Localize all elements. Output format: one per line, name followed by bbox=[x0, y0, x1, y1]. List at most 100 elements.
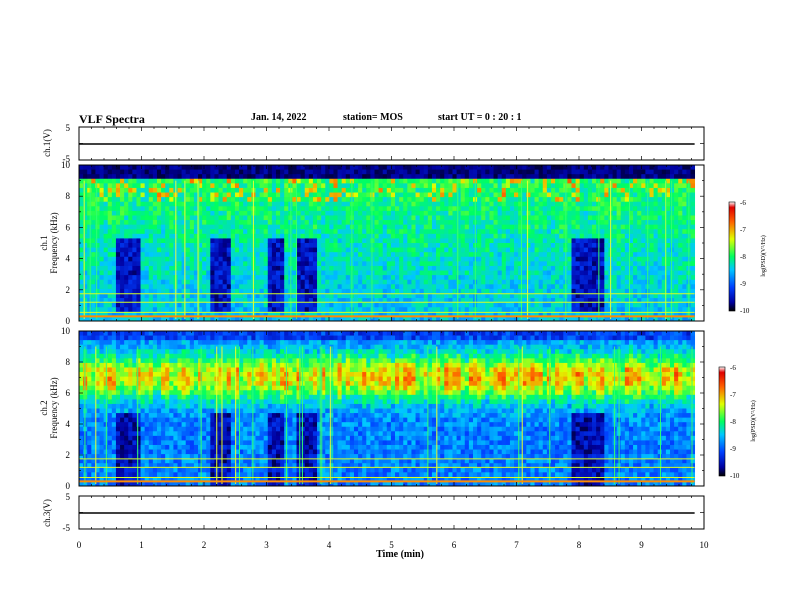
spectrogram-cell bbox=[276, 165, 281, 170]
spectrogram-cell bbox=[128, 229, 133, 235]
spectrogram-cell bbox=[103, 229, 109, 235]
spectrogram-cell bbox=[464, 261, 470, 267]
spectrogram-cell bbox=[206, 178, 211, 184]
spectrogram-cell bbox=[534, 233, 540, 239]
spectrogram-cell bbox=[382, 293, 388, 299]
spectrogram-cell bbox=[452, 265, 457, 271]
spectrogram-cell bbox=[276, 183, 281, 189]
spectrogram-cell bbox=[436, 215, 441, 221]
spectrogram-cell bbox=[411, 220, 416, 226]
spectrogram-cell bbox=[280, 307, 285, 313]
spectrogram-cell bbox=[79, 169, 84, 175]
spectrogram-cell bbox=[181, 220, 187, 226]
spectrogram-cell bbox=[271, 174, 277, 180]
spectrogram-cell bbox=[423, 279, 429, 285]
spectrogram-cell bbox=[341, 201, 347, 207]
spectrogram-cell bbox=[226, 311, 232, 317]
spectrogram-cell bbox=[415, 215, 421, 221]
spectrogram-cell bbox=[206, 316, 211, 322]
spectrogram-cell bbox=[218, 247, 224, 253]
spectrogram-cell bbox=[230, 192, 236, 198]
spectrogram-cell bbox=[497, 302, 503, 308]
spectrogram-cell bbox=[132, 224, 137, 230]
spectrogram-cell bbox=[444, 178, 449, 184]
spectrogram-cell bbox=[575, 197, 581, 203]
spectrogram-cell bbox=[296, 261, 302, 267]
spectrogram-cell bbox=[115, 174, 121, 180]
spectrogram-cell bbox=[165, 288, 170, 294]
spectrogram-cell bbox=[464, 187, 470, 193]
spectrogram-cell bbox=[579, 206, 585, 212]
spectrogram-cell bbox=[128, 210, 133, 216]
spectrogram-cell bbox=[210, 233, 215, 239]
spectrogram-cell bbox=[419, 256, 425, 262]
spectrogram-cell bbox=[522, 288, 527, 294]
spectrogram-cell bbox=[657, 261, 663, 267]
spectrogram-cell bbox=[620, 238, 626, 244]
spectrogram-cell bbox=[193, 220, 199, 226]
spectrogram-cell bbox=[152, 187, 158, 193]
spectrogram-cell bbox=[489, 243, 494, 248]
spectrogram-cell bbox=[641, 265, 646, 271]
spectrogram-cell bbox=[493, 197, 499, 203]
spectrogram-cell bbox=[497, 307, 503, 313]
spectrogram-cell bbox=[185, 201, 191, 207]
spectrogram-cell bbox=[115, 302, 121, 308]
spectrogram-cell bbox=[103, 311, 109, 317]
spectrogram-cell bbox=[485, 265, 490, 271]
spectrogram-cell bbox=[448, 233, 453, 239]
spectrogram-cell bbox=[292, 302, 297, 308]
spectrogram-cell bbox=[583, 288, 589, 294]
spectrogram-cell bbox=[518, 270, 523, 276]
spectrogram-cell bbox=[87, 275, 92, 281]
spectrogram-cell bbox=[427, 183, 433, 189]
spectrogram-cell bbox=[649, 165, 654, 170]
spectrogram-cell bbox=[255, 192, 260, 198]
spectrogram-cell bbox=[280, 224, 285, 230]
spectrogram-cell bbox=[633, 261, 638, 267]
spectrogram-cell bbox=[329, 224, 334, 230]
spectrogram-cell bbox=[485, 178, 490, 184]
spectrogram-cell bbox=[161, 206, 166, 212]
spectrogram-cell bbox=[140, 256, 146, 262]
spectrogram-cell bbox=[530, 298, 535, 304]
spectrogram-cell bbox=[222, 229, 228, 235]
spectrogram-cell bbox=[546, 192, 552, 198]
spectrogram-cell bbox=[534, 229, 540, 235]
spectrogram-cell bbox=[505, 279, 511, 285]
spectrogram-cell bbox=[206, 224, 211, 230]
spectrogram-cell bbox=[497, 215, 503, 221]
spectrogram-cell bbox=[514, 169, 519, 175]
spectrogram-cell bbox=[649, 316, 654, 322]
spectrogram-cell bbox=[464, 311, 470, 317]
spectrogram-cell bbox=[239, 210, 244, 216]
spectrogram-cell bbox=[637, 256, 642, 262]
spectrogram-cell bbox=[575, 275, 581, 281]
spectrogram-cell bbox=[555, 261, 560, 267]
spectrogram-cell bbox=[550, 298, 556, 304]
spectrogram-cell bbox=[657, 256, 663, 262]
spectrogram-cell bbox=[349, 169, 355, 175]
spectrogram-cell bbox=[308, 293, 314, 299]
spectrogram-cell bbox=[628, 293, 634, 299]
spectrogram-cell bbox=[144, 224, 150, 230]
spectrogram-cell bbox=[538, 275, 544, 281]
spectrogram-cell bbox=[579, 275, 585, 281]
spectrogram-cell bbox=[83, 302, 88, 308]
spectrogram-cell bbox=[440, 210, 445, 216]
spectrogram-cell bbox=[571, 197, 576, 203]
spectrogram-cell bbox=[202, 192, 207, 198]
spectrogram-cell bbox=[280, 229, 285, 235]
spectrogram-cell bbox=[329, 311, 334, 317]
spectrogram-cell bbox=[637, 229, 642, 235]
spectrogram-cell bbox=[366, 165, 371, 170]
spectrogram-cell bbox=[107, 311, 113, 317]
spectrogram-cell bbox=[370, 169, 375, 175]
spectrogram-cell bbox=[144, 293, 150, 299]
spectrogram-cell bbox=[107, 270, 113, 276]
spectrogram-cell bbox=[559, 284, 564, 290]
spectrogram-cell bbox=[140, 210, 146, 216]
spectrogram-cell bbox=[427, 233, 433, 239]
spectrogram-cell bbox=[152, 302, 158, 308]
spectrogram-cell bbox=[271, 165, 277, 170]
